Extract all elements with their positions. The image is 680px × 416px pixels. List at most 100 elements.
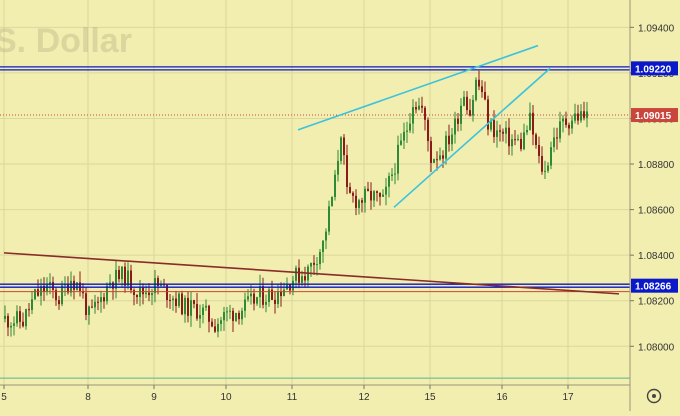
candle-body	[580, 111, 582, 121]
trend-line[interactable]	[297, 44, 539, 131]
candle-body	[7, 315, 9, 328]
candle-body	[571, 120, 573, 129]
candle-body	[160, 284, 162, 287]
candle-body	[415, 107, 417, 110]
candle-body	[64, 284, 66, 286]
candle-body	[34, 289, 36, 300]
candle-body	[586, 111, 588, 118]
candle-body	[175, 298, 177, 306]
candle-body	[337, 160, 339, 175]
candle-body	[268, 289, 270, 302]
candle-body	[523, 132, 525, 150]
candle-body	[439, 155, 441, 160]
candle-body	[385, 186, 387, 195]
reset-view-icon[interactable]	[644, 386, 664, 406]
candle-body	[94, 301, 96, 308]
candle-body	[583, 111, 585, 118]
candle-body	[244, 299, 246, 311]
candle-body	[226, 311, 228, 313]
candle-body	[106, 285, 108, 302]
y-tick-label: 1.08400	[638, 251, 675, 262]
candle-body	[484, 92, 486, 100]
candle-body	[388, 176, 390, 187]
candle-body	[202, 307, 204, 316]
candle-body	[532, 112, 534, 135]
price-label-badge	[631, 61, 678, 76]
candle-body	[169, 299, 171, 301]
candle-body	[262, 286, 264, 305]
candle-body	[349, 187, 351, 193]
y-tick-label: 1.08600	[638, 206, 675, 217]
candle-body	[403, 131, 405, 141]
candle-body	[88, 306, 90, 315]
candle-body	[574, 113, 576, 121]
candle-body	[301, 276, 303, 283]
candle-body	[520, 138, 522, 150]
trend-line[interactable]	[393, 67, 551, 208]
candle-body	[124, 266, 126, 286]
candle-body	[319, 251, 321, 265]
candle-body	[40, 285, 42, 296]
candle-body	[412, 107, 414, 124]
candle-body	[85, 293, 87, 315]
candle-body	[514, 139, 516, 141]
candle-body	[157, 278, 159, 287]
candle-body	[487, 99, 489, 130]
candle-body	[181, 293, 183, 315]
trend-line[interactable]	[3, 252, 620, 295]
candle-body	[418, 105, 420, 110]
price-label-badge	[631, 108, 678, 123]
candle-body	[136, 295, 138, 298]
candle-body	[562, 118, 564, 122]
y-tick-label: 1.08200	[638, 297, 675, 308]
candle-body	[406, 130, 408, 132]
candle-body	[367, 188, 369, 191]
candle-body	[577, 113, 579, 121]
x-tick-label: 11	[287, 392, 298, 403]
candle-body	[409, 123, 411, 131]
candle-body	[508, 127, 510, 147]
candle-body	[538, 144, 540, 157]
candle-body	[499, 130, 501, 132]
candle-body	[313, 262, 315, 265]
candle-body	[346, 155, 348, 188]
candle-body	[505, 127, 507, 134]
candle-body	[142, 287, 144, 295]
candle-body	[22, 321, 24, 327]
candle-body	[517, 138, 519, 140]
candle-body	[220, 320, 222, 324]
candle-body	[400, 140, 402, 145]
candle-body	[547, 165, 549, 171]
candle-body	[529, 112, 531, 130]
candle-body	[16, 311, 18, 324]
candle-body	[214, 326, 216, 332]
candle-body	[13, 323, 15, 326]
x-tick-label: 12	[358, 392, 370, 403]
candle-body	[223, 312, 225, 321]
candle-body	[481, 86, 483, 93]
candle-body	[340, 137, 342, 161]
candle-body	[205, 305, 207, 308]
candle-body	[478, 79, 480, 87]
candle-body	[61, 285, 63, 305]
candle-body	[316, 264, 318, 266]
candle-body	[145, 292, 147, 295]
candle-body	[295, 267, 297, 281]
candle-body	[178, 293, 180, 306]
candle-body	[448, 135, 450, 145]
candle-body	[118, 269, 120, 280]
candle-body	[364, 188, 366, 203]
candle-body	[496, 130, 498, 137]
x-tick-label: 9	[151, 392, 157, 403]
candle-body	[358, 200, 360, 208]
x-tick-label: 17	[562, 392, 574, 403]
candle-body	[121, 266, 123, 280]
candle-body	[148, 292, 150, 296]
candle-body	[568, 124, 570, 129]
candle-body	[112, 282, 114, 289]
candle-body	[397, 144, 399, 174]
candle-body	[154, 278, 156, 294]
candle-body	[541, 156, 543, 172]
